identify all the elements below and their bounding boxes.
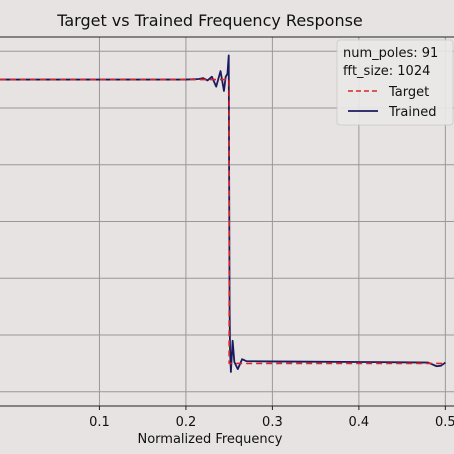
- legend-annotation-num-poles: num_poles: 91: [343, 46, 438, 61]
- legend: num_poles: 91 fft_size: 1024 Target Trai…: [336, 39, 454, 126]
- x-tick-label: 0.4: [349, 415, 370, 430]
- x-tick-label: 0.5: [435, 415, 454, 430]
- series-lines: [0, 54, 446, 373]
- legend-annotation-fft-size: fft_size: 1024: [343, 64, 430, 79]
- x-tick-label: 0.3: [262, 415, 283, 430]
- x-tick-label: 0.1: [89, 415, 110, 430]
- target-series-line: [0, 78, 446, 365]
- legend-trained-label: Trained: [388, 105, 436, 120]
- x-tick-label: 0.2: [176, 415, 197, 430]
- legend-target-label: Target: [388, 85, 429, 100]
- x-axis-ticks: 0.1 0.2 0.3 0.4 0.5: [89, 406, 454, 430]
- x-axis-label: Normalized Frequency: [137, 432, 282, 447]
- chart-title: Target vs Trained Frequency Response: [56, 11, 363, 30]
- legend-box: [336, 39, 454, 126]
